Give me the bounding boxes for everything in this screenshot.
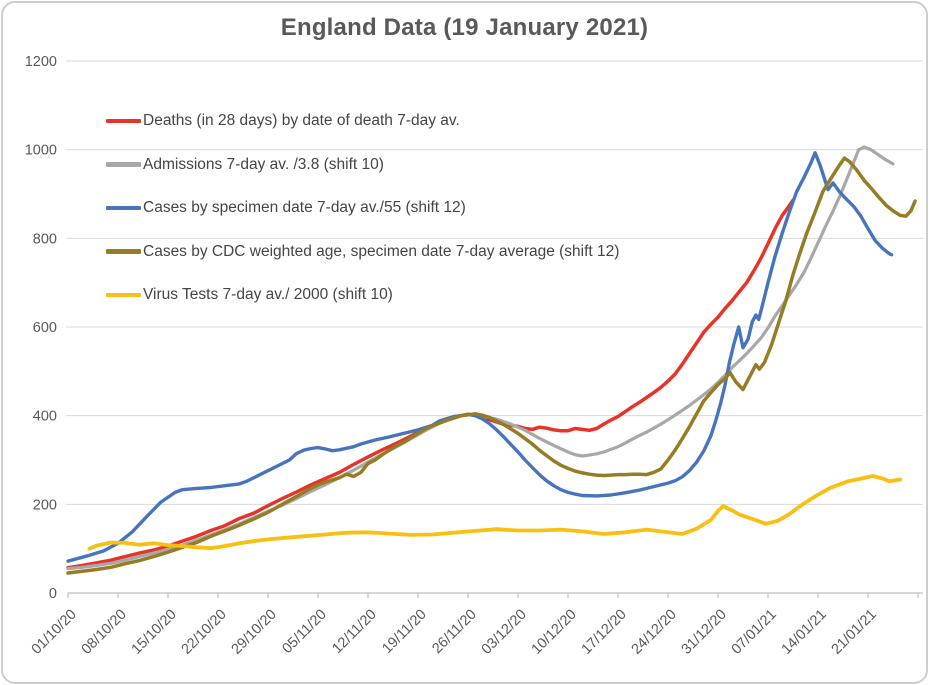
x-tick-label: 17/12/20 <box>579 607 630 658</box>
series-line-deaths <box>66 198 795 570</box>
legend-swatch-cases-by-specimen-date <box>106 205 141 211</box>
legend-swatch-cases-cdc-weighted <box>106 249 141 254</box>
x-tick-label: 12/11/20 <box>329 607 379 657</box>
y-axis-labels: 0 200 400 600 800 1000 1200 <box>25 54 57 602</box>
series-lines <box>66 145 917 575</box>
y-tick-label: 800 <box>33 231 57 247</box>
x-axis-labels: 01/10/2008/10/2015/10/2022/10/2029/10/20… <box>29 607 880 658</box>
x-tick-label: 19/11/20 <box>379 607 429 657</box>
x-tick-label: 05/11/20 <box>279 607 329 657</box>
y-tick-label: 1000 <box>25 143 57 159</box>
x-tick-label: 21/01/21 <box>829 607 880 658</box>
y-tick-label: 400 <box>33 409 57 425</box>
legend-label-cases-cdc-weighted: Cases by CDC weighted age, specimen date… <box>143 242 620 260</box>
x-tick-label: 15/10/20 <box>129 607 180 658</box>
x-tick-label: 08/10/20 <box>79 607 130 658</box>
y-tick-label: 1200 <box>25 54 57 70</box>
legend-item-cases-cdc-weighted: Cases by CDC weighted age, specimen date… <box>106 242 619 262</box>
legend-label-cases-by-specimen-date: Cases by specimen date 7-day av./55 (shi… <box>143 199 466 216</box>
legend-item-deaths: Deaths (in 28 days) by date of death 7-d… <box>106 111 460 131</box>
chart-canvas: 0 200 400 600 800 1000 1200 01/10/2008/10/2015/… <box>25 54 923 658</box>
legend-label-admissions: Admissions 7-day av. /3.8 (shift 10) <box>143 155 384 173</box>
series-line-cases-by-specimen-date <box>66 151 894 563</box>
series-line-virus-tests <box>87 474 902 551</box>
y-gridlines <box>66 60 923 505</box>
x-tick-label: 10/12/20 <box>529 607 580 658</box>
y-tick-label: 200 <box>33 497 57 513</box>
series-line-cases-cdc-weighted <box>66 156 917 575</box>
x-axis <box>67 592 923 598</box>
x-tick-label: 31/12/20 <box>679 607 730 658</box>
x-tick-label: 22/10/20 <box>179 607 230 658</box>
y-tick-label: 0 <box>49 586 57 602</box>
x-tick-label: 29/10/20 <box>229 607 280 658</box>
x-tick-label: 26/11/20 <box>429 607 479 657</box>
legend-label-deaths: Deaths (in 28 days) by date of death 7-d… <box>143 112 460 129</box>
x-tick-label: 14/01/21 <box>779 607 830 658</box>
legend-swatch-admissions <box>106 162 141 167</box>
legend-swatch-deaths <box>106 118 141 124</box>
chart-title: England Data (19 January 2021) <box>280 14 649 41</box>
x-tick-label: 03/12/20 <box>479 607 530 658</box>
x-tick-label: 01/10/20 <box>29 607 80 658</box>
legend-item-admissions: Admissions 7-day av. /3.8 (shift 10) <box>106 155 384 175</box>
x-tick-label: 24/12/20 <box>629 607 680 658</box>
legend-swatch-virus-tests <box>106 292 141 298</box>
legend-item-cases-by-specimen-date: Cases by specimen date 7-day av./55 (shi… <box>106 198 466 218</box>
x-tick-label: 07/01/21 <box>729 607 780 658</box>
y-tick-label: 600 <box>33 320 57 336</box>
legend-item-virus-tests: Virus Tests 7-day av./ 2000 (shift 10) <box>106 285 393 305</box>
legend-label-virus-tests: Virus Tests 7-day av./ 2000 (shift 10) <box>143 286 393 303</box>
